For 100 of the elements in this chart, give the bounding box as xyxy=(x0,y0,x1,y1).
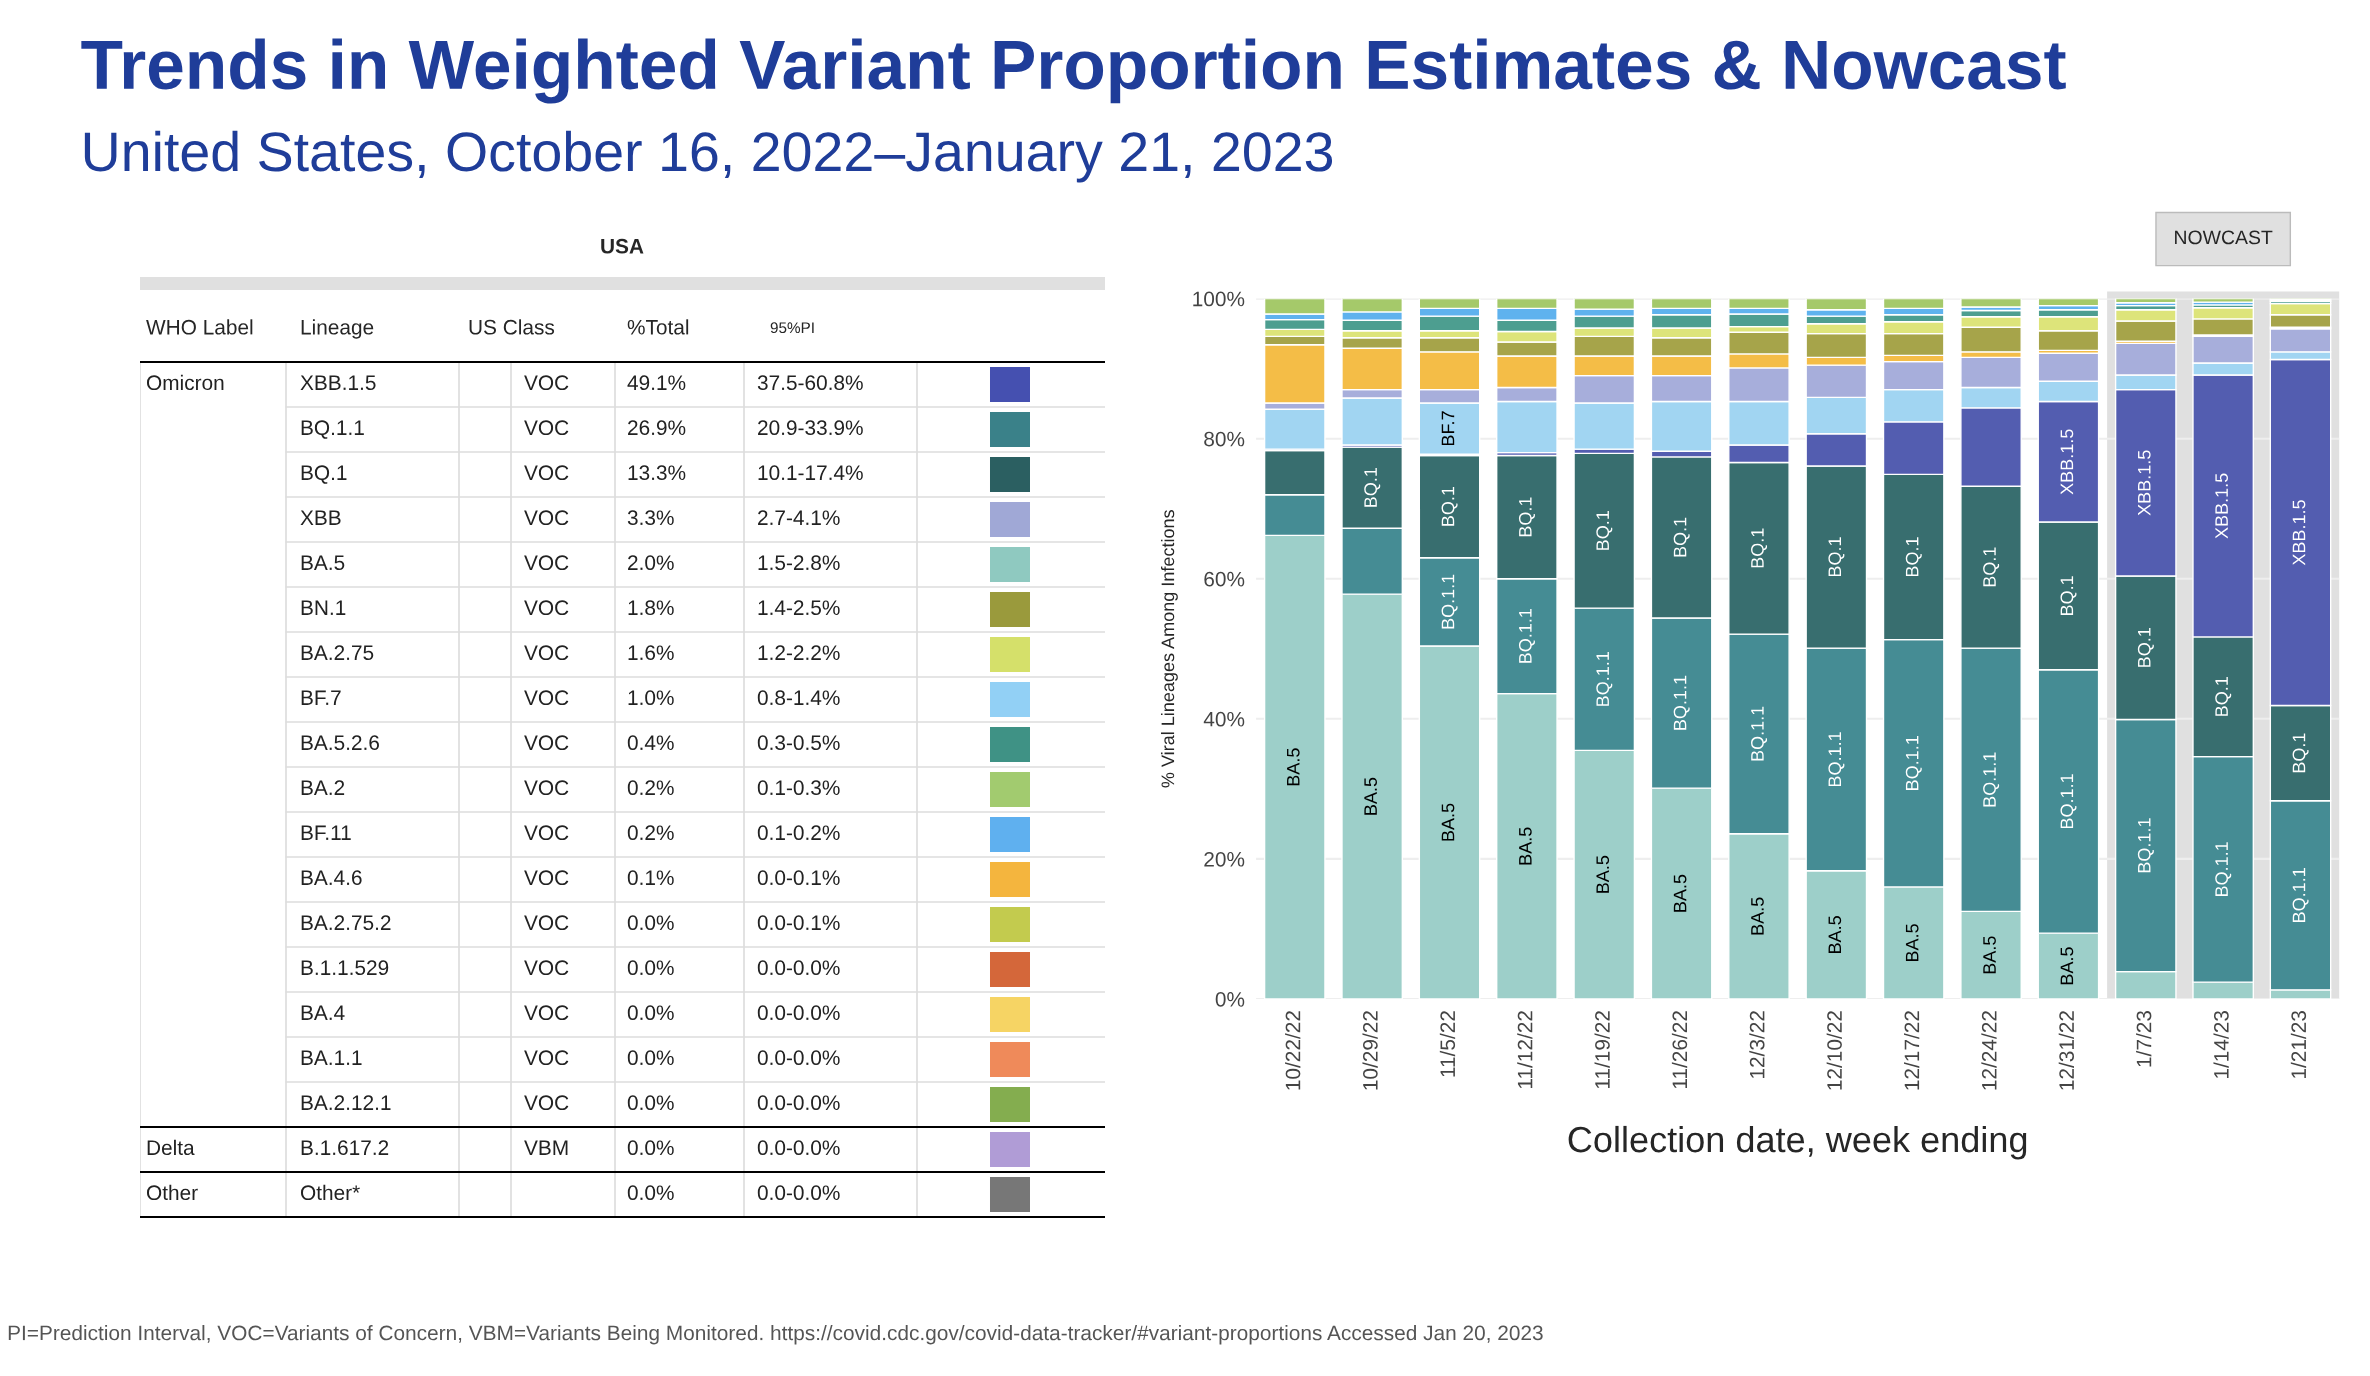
text: PI=Prediction Interval, VOC=Variants of Concern, VBM=Variants Being Monitored. https://covid.cdc.gov/covid-data-tracker/#variant-proportions Accessed Jan 20, 2023 xyxy=(8,1325,1543,1345)
text: BQ.1 xyxy=(301,465,347,484)
text: VOC xyxy=(524,780,569,796)
text: 1.0% xyxy=(628,690,674,706)
data-label: BA.5 xyxy=(1441,803,1455,841)
text: XBB.1.5 xyxy=(300,375,376,391)
text: 0.0-0.1% xyxy=(757,915,840,931)
data-label: BQ.1 xyxy=(1751,528,1768,568)
text: Other xyxy=(146,1184,198,1201)
y-axis-title: % Viral Lineages Among Infections xyxy=(1160,510,1178,788)
data-label: BQ.1 xyxy=(1905,537,1922,577)
data-label: BA.5 xyxy=(2060,947,2074,985)
text: BA.4 xyxy=(301,1005,345,1020)
text: B.1.617.2 xyxy=(301,1140,389,1156)
x-tick-label: 11/12/22 xyxy=(1517,1011,1533,1089)
data-label: BQ.1 xyxy=(2137,628,2154,667)
text: 0.0% xyxy=(627,1095,674,1111)
x-tick-label: 12/24/22 xyxy=(1981,1011,1997,1090)
text: 26.9% xyxy=(628,420,686,436)
text: 0.0% xyxy=(627,1140,674,1156)
category-label: %Total xyxy=(627,319,689,335)
text: 0.0% xyxy=(627,960,674,976)
text: BA.1.1 xyxy=(301,1050,362,1065)
data-label: BQ.1 xyxy=(2060,576,2077,615)
text: VOC xyxy=(524,915,569,931)
category-label: US Class xyxy=(469,319,555,335)
data-label: BQ.1.1 xyxy=(2292,868,2309,922)
x-axis-title: Collection date, week ending xyxy=(1568,1125,2027,1160)
text: 0.1% xyxy=(627,870,674,886)
data-label: XBB.1.5 xyxy=(2060,429,2074,495)
text: BA.5.2.6 xyxy=(301,735,379,751)
text: 2.7-4.1% xyxy=(758,510,840,526)
text: 13.3% xyxy=(628,465,686,481)
text: 0.0-0.1% xyxy=(757,870,840,886)
text: VOC xyxy=(524,645,569,661)
text: VOC xyxy=(524,825,569,841)
text: BA.5 xyxy=(301,555,345,571)
data-label: XBB.1.5 xyxy=(2292,500,2306,566)
text: 0.1-0.3% xyxy=(757,780,840,796)
data-label: BA.5 xyxy=(1673,874,1687,912)
text: 0.0% xyxy=(627,1185,674,1201)
text: 1.2-2.2% xyxy=(758,645,840,661)
text: 0.0-0.0% xyxy=(757,1050,840,1066)
text: BF.7 xyxy=(301,690,341,705)
data-label: BQ.1 xyxy=(1518,497,1535,537)
data-label: BQ.1.1 xyxy=(1441,574,1458,629)
x-tick-label: 10/22/22 xyxy=(1285,1011,1301,1090)
y-tick-label: 60% xyxy=(1204,571,1245,587)
text: VOC xyxy=(524,1050,569,1066)
text: VOC xyxy=(524,1095,569,1111)
data-label: BA.5 xyxy=(1905,924,1919,962)
x-tick-label: 11/26/22 xyxy=(1671,1011,1688,1089)
text: VOC xyxy=(524,960,569,976)
text: United States, October 16, 2022–January 21, 2023 xyxy=(84,130,1333,183)
text: 3.3% xyxy=(627,510,674,526)
data-label: BF.7 xyxy=(1441,411,1455,446)
text: VOC xyxy=(524,375,569,391)
text: 49.1% xyxy=(627,375,686,391)
x-tick-label: 11/19/22 xyxy=(1594,1011,1610,1089)
x-tick-label: 1/7/23 xyxy=(2136,1011,2152,1067)
text: 0.1-0.2% xyxy=(757,825,840,841)
band-label: NOWCAST xyxy=(2175,230,2273,245)
text: 0.0% xyxy=(627,1050,674,1066)
text: BA.2.75 xyxy=(301,645,374,661)
y-tick-label: 0% xyxy=(1215,991,1245,1007)
y-tick-label: 40% xyxy=(1203,711,1245,727)
text: 0.0-0.0% xyxy=(757,1095,840,1111)
text: VBM xyxy=(524,1140,568,1155)
text: 1.4-2.5% xyxy=(758,600,840,616)
data-label: BA.5 xyxy=(1287,748,1300,786)
data-label: BA.5 xyxy=(1596,855,1610,893)
data-label: BQ.1.1 xyxy=(1596,652,1613,706)
legend-title: USA xyxy=(601,238,644,254)
text: 10.1-17.4% xyxy=(758,465,863,481)
data-label: BQ.1 xyxy=(1828,537,1845,577)
data-label: BQ.1 xyxy=(2215,677,2232,716)
data-label: BQ.1.1 xyxy=(2137,818,2154,873)
data-label: BQ.1.1 xyxy=(1673,675,1690,730)
text: 0.3-0.5% xyxy=(757,735,840,751)
data-label: BA.5 xyxy=(1751,897,1764,935)
text: VOC xyxy=(524,690,569,706)
text: VOC xyxy=(524,465,569,481)
text: 0.0-0.0% xyxy=(757,960,840,976)
text: 0.2% xyxy=(627,825,674,841)
text: Trends in Weighted Variant Proportion Estimates & Nowcast xyxy=(81,38,2066,104)
text: BA.2.12.1 xyxy=(301,1095,391,1110)
data-label: BA.5 xyxy=(1828,916,1842,953)
text: 0.8-1.4% xyxy=(757,690,840,706)
text: BA.2.75.2 xyxy=(301,915,391,931)
category-label: WHO Label xyxy=(146,319,253,335)
category-label: Lineage xyxy=(301,319,374,339)
text: 37.5-60.8% xyxy=(757,375,863,391)
data-label: BQ.1.1 xyxy=(1751,706,1768,761)
text: 0.0% xyxy=(627,1005,674,1021)
text: 0.2% xyxy=(627,780,674,796)
x-tick-label: 10/29/22 xyxy=(1362,1011,1378,1090)
data-label: XBB.1.5 xyxy=(2138,450,2151,516)
data-label: BQ.1 xyxy=(1441,486,1458,526)
data-label: BQ.1 xyxy=(1983,547,2000,587)
text: XBB xyxy=(300,510,341,525)
